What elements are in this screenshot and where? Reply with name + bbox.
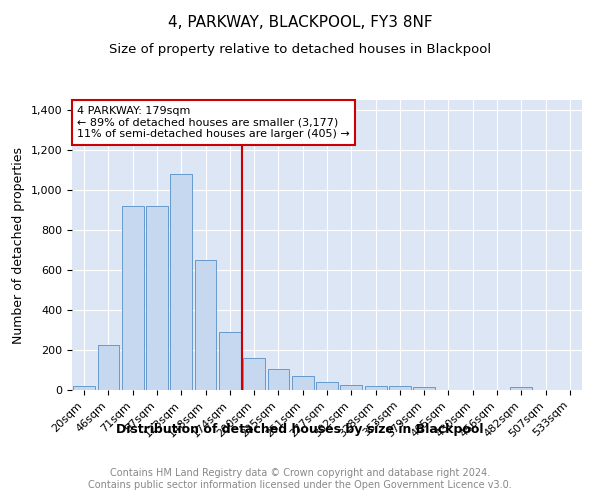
Bar	[340, 384, 362, 390]
Bar	[268, 369, 289, 390]
Bar	[243, 358, 265, 390]
Text: Size of property relative to detached houses in Blackpool: Size of property relative to detached ho…	[109, 42, 491, 56]
Bar	[122, 206, 143, 390]
Bar	[219, 332, 241, 390]
Bar	[365, 386, 386, 390]
Bar	[316, 382, 338, 390]
Bar	[194, 260, 217, 390]
Bar	[170, 174, 192, 390]
Text: Contains HM Land Registry data © Crown copyright and database right 2024.
Contai: Contains HM Land Registry data © Crown c…	[88, 468, 512, 490]
Bar	[73, 386, 95, 390]
Bar	[413, 387, 435, 390]
Bar	[146, 206, 168, 390]
Bar	[292, 376, 314, 390]
Bar	[511, 388, 532, 390]
Y-axis label: Number of detached properties: Number of detached properties	[12, 146, 25, 344]
Bar	[389, 386, 411, 390]
Text: 4, PARKWAY, BLACKPOOL, FY3 8NF: 4, PARKWAY, BLACKPOOL, FY3 8NF	[167, 15, 433, 30]
Bar	[97, 345, 119, 390]
Text: Distribution of detached houses by size in Blackpool: Distribution of detached houses by size …	[116, 422, 484, 436]
Text: 4 PARKWAY: 179sqm
← 89% of detached houses are smaller (3,177)
11% of semi-detac: 4 PARKWAY: 179sqm ← 89% of detached hous…	[77, 106, 350, 139]
